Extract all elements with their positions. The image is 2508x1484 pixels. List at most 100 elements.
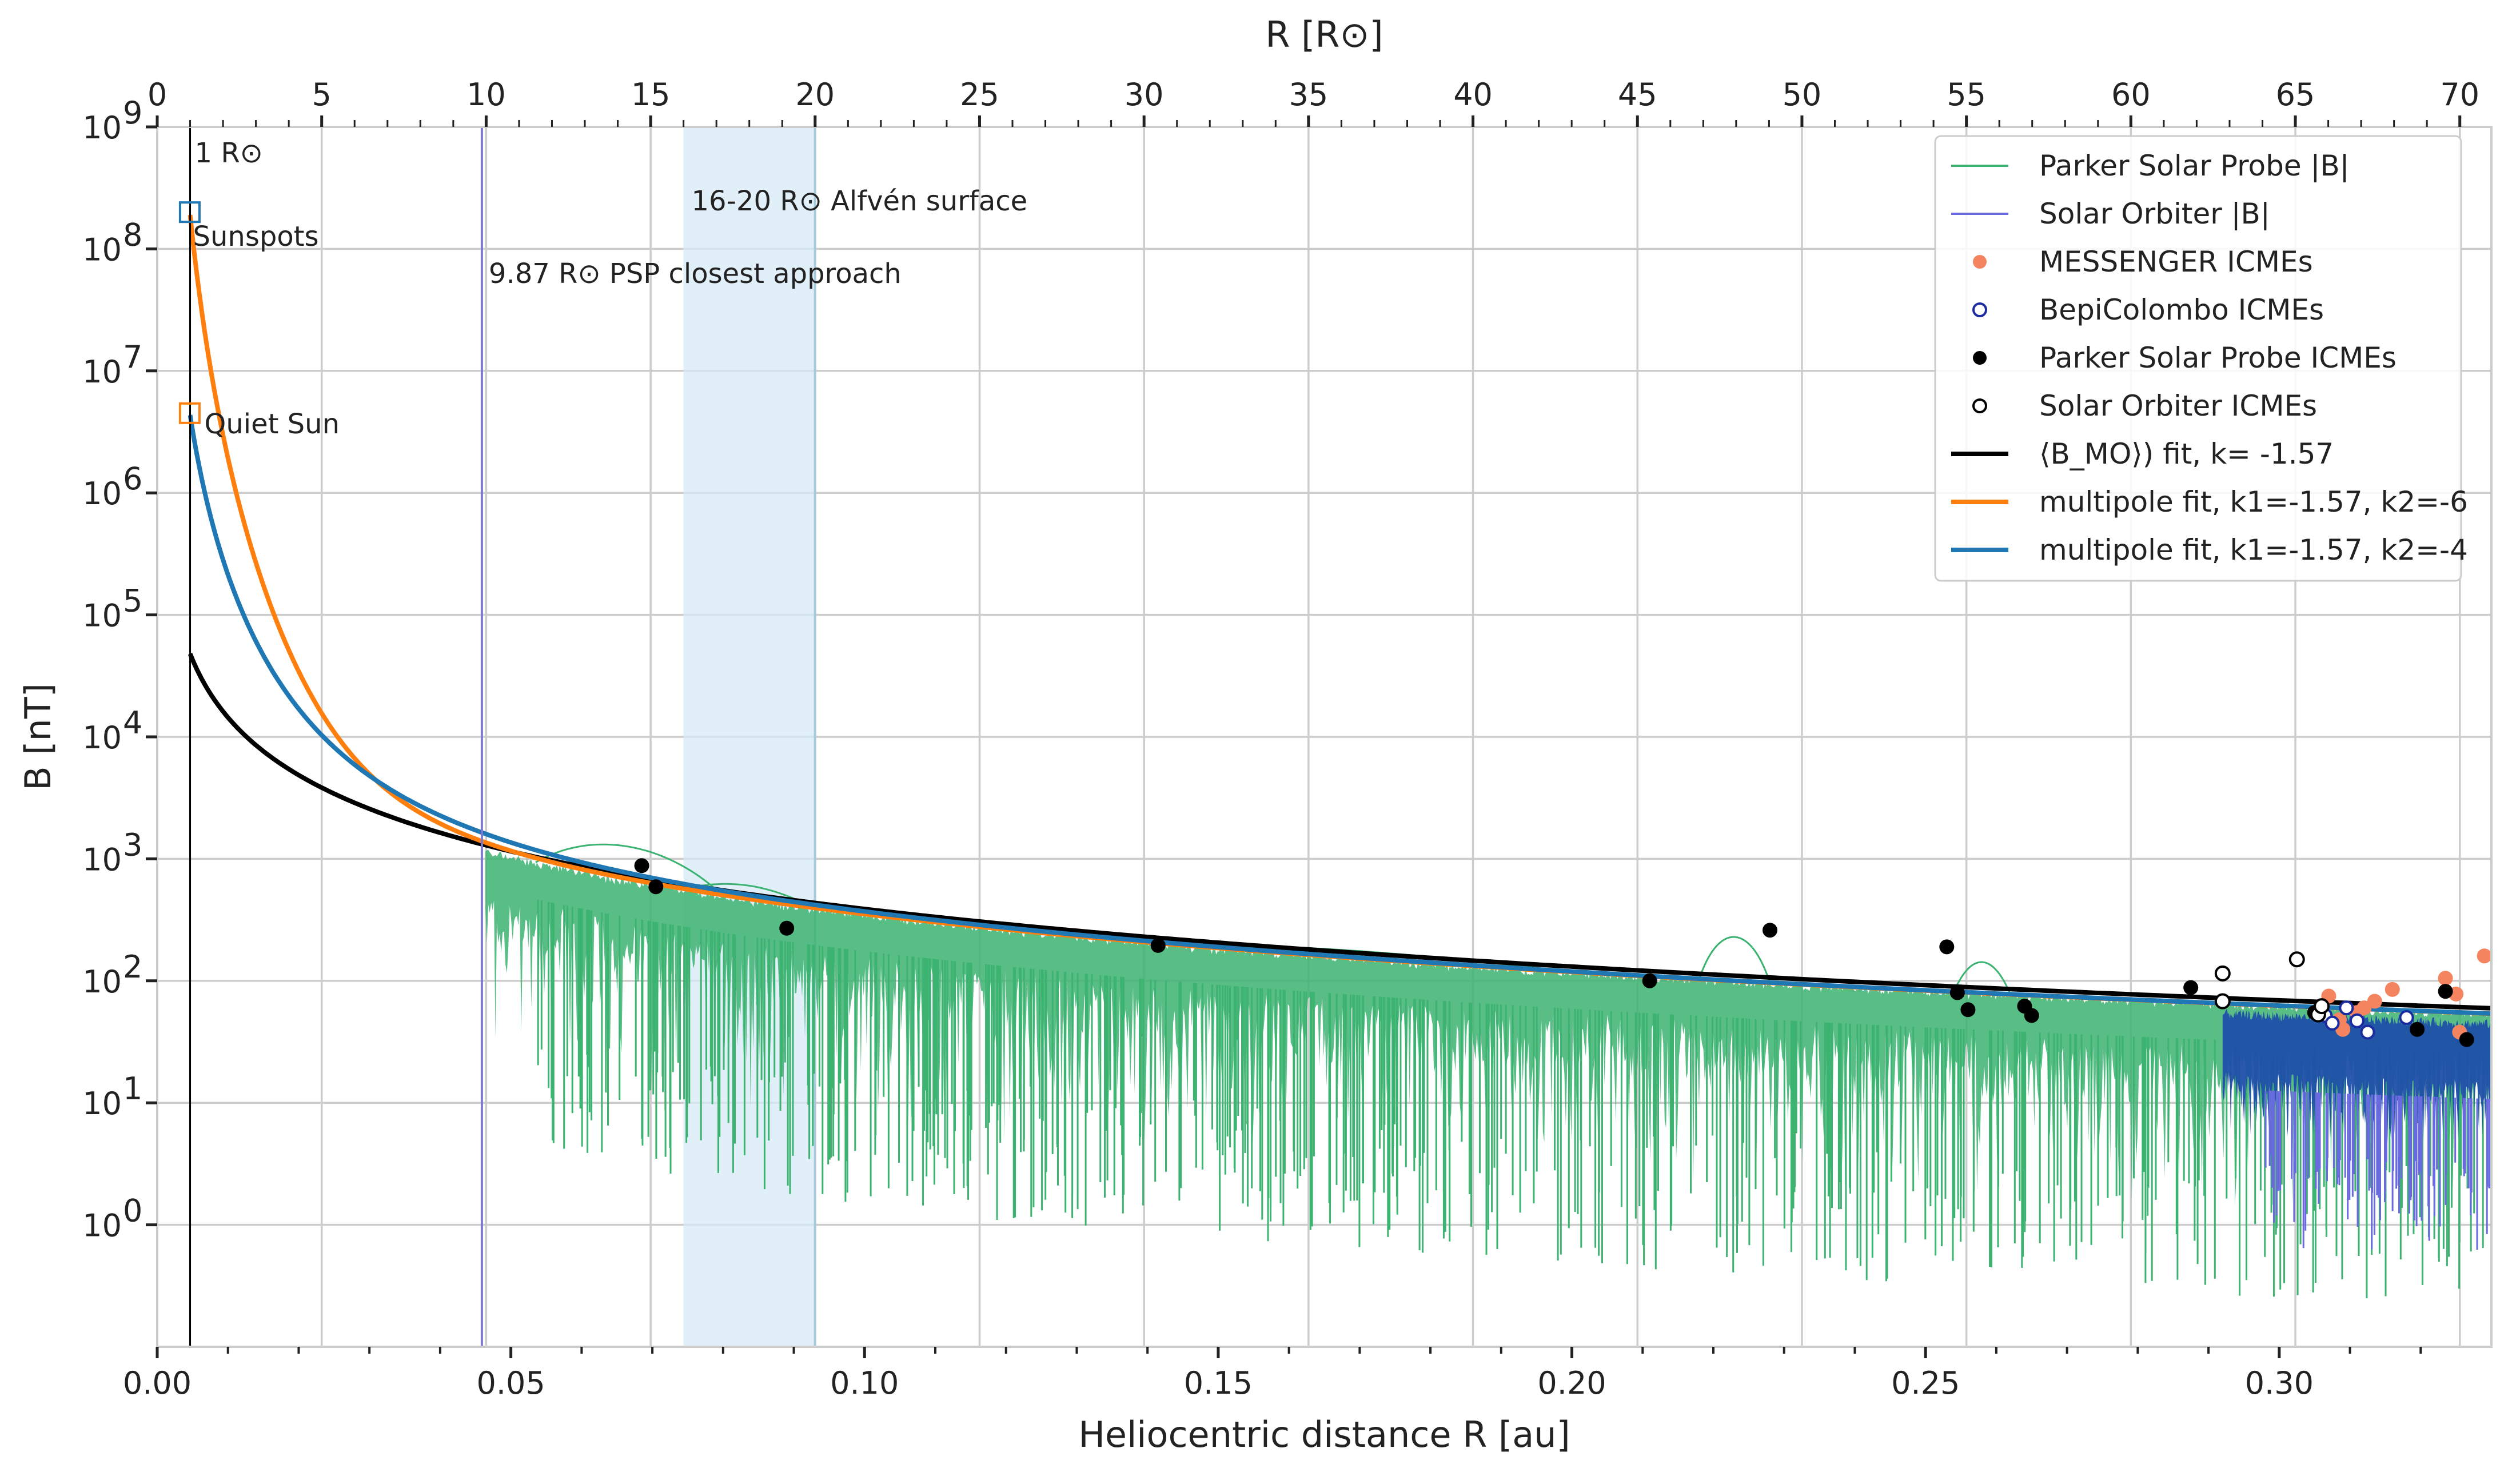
psp-icme-point [648,879,664,895]
y-tick-exponent: 3 [123,827,142,863]
solo-trace-envelope [2222,1009,2491,1144]
y-tick-label: 10 [82,598,122,634]
x-tick-label: 0.05 [477,1365,545,1401]
top-tick-label: 45 [1618,77,1657,113]
top-tick-label: 55 [1947,77,1986,113]
top-tick-label: 20 [795,77,835,113]
fit-curve-multipole-k2-4 [188,413,2492,1016]
y-tick-label: 10 [82,476,122,512]
top-tick-label: 50 [1783,77,1822,113]
psp-icme-point [1949,985,1965,1000]
x-tick-label: 0.30 [2245,1365,2314,1401]
psp-icme-point [1939,939,1955,955]
top-tick-label: 65 [2276,77,2315,113]
legend-label: MESSENGER ICMEs [2039,245,2313,278]
solo-trace-spikes [2264,1090,2490,1250]
y-tick-exponent: 9 [123,95,142,131]
top-tick-label: 40 [1453,77,1493,113]
top-tick-label: 35 [1289,77,1329,113]
bepicolombo-icme-point [2324,1015,2340,1031]
legend-item: multipole fit, k1=-1.57, k2=-6 [1951,485,2468,518]
y-tick-exponent: 6 [123,461,142,497]
legend-item: Solar Orbiter ICMEs [1972,389,2317,422]
y-axis-label: B [nT] [17,683,59,791]
quiet-sun-annotation: Quiet Sun [205,408,340,440]
y-tick-exponent: 4 [123,705,142,741]
legend-label: Solar Orbiter |B| [2039,197,2270,230]
y-tick-label: 10 [82,1208,122,1244]
y-tick-label: 10 [82,841,122,877]
annotation-layer: 1 R⊙ Sunspots Quiet Sun 9.87 R⊙ PSP closest… [193,137,1028,440]
legend-swatch-dot [1973,255,1987,269]
y-tick-label: 10 [82,354,122,390]
legend-label: Solar Orbiter ICMEs [2039,389,2317,422]
fit-layer [188,213,2492,1016]
y-tick-exponent: 8 [123,217,142,253]
x-axis-label: Heliocentric distance R [au] [1078,1414,1570,1455]
psp-icme-point [1642,973,1657,988]
solo-icme-point [2314,998,2330,1015]
top-axis-label: R [R⊙] [1265,14,1383,55]
y-tick-label: 10 [82,964,122,1000]
x-tick-label: 0.15 [1184,1365,1253,1401]
sunspots-marker [178,201,201,224]
axes-layer: 0.00 0.05 0.10 0.15 0.20 0.25 0.300 5 10 15 20 25 30… [82,77,2479,1401]
legend-swatch-ring [1972,398,1987,413]
x-tick-label: 0.20 [1537,1365,1606,1401]
legend-item: ⟨B_MO⟩) fit, k= -1.57 [1951,437,2334,470]
top-tick-label: 60 [2111,77,2151,113]
legend-item: BepiColombo ICMEs [1972,293,2324,326]
alfven-annotation: 16-20 R⊙ Alfvén surface [692,185,1028,217]
legend-item: MESSENGER ICMEs [1973,245,2313,278]
solo-icme-point [2214,993,2231,1010]
legend-item: multipole fit, k1=-1.57, k2=-4 [1951,533,2468,567]
top-tick-label: 25 [960,77,999,113]
reference-layer [178,127,483,1347]
psp-icme-point [2410,1022,2425,1037]
psp-icme-point [634,858,649,873]
y-tick-label: 10 [82,720,122,756]
bepicolombo-icme-point [2399,1010,2414,1026]
bepicolombo-icme-point [2339,1000,2354,1016]
legend-label: BepiColombo ICMEs [2039,293,2324,326]
psp-icme-point [1960,1002,1976,1018]
x-tick-label: 0.00 [123,1365,192,1401]
legend-swatch-dot [1973,351,1987,365]
x-tick-label: 0.10 [830,1365,899,1401]
top-tick-label: 10 [466,77,506,113]
psp-icme-point [1762,923,1777,938]
bepicolombo-icme-point [2349,1013,2365,1028]
messenger-icme-point [2477,948,2492,964]
psp-closest-annotation: 9.87 R⊙ PSP closest approach [489,258,902,290]
fit-curve-bmo [188,652,2492,1011]
legend-item: Parker Solar Probe ICMEs [1973,341,2397,374]
top-tick-label: 15 [631,77,671,113]
top-tick-label: 5 [312,77,332,113]
point-layer [634,858,2492,1047]
legend-item: Parker Solar Probe |B| [1951,149,2350,182]
one-rsun-annotation: 1 R⊙ [195,137,263,169]
y-tick-label: 10 [82,110,122,146]
alfven-band [683,127,815,1347]
psp-icme-point [779,920,795,936]
top-tick-label: 70 [2440,77,2479,113]
y-tick-exponent: 0 [123,1193,142,1229]
y-tick-exponent: 5 [123,583,142,619]
band-layer [683,127,816,1347]
legend-label: Parker Solar Probe ICMEs [2039,341,2397,374]
y-tick-exponent: 1 [123,1071,142,1107]
psp-icme-point [1150,938,1166,953]
sunspots-annotation: Sunspots [193,221,319,253]
legend: Parker Solar Probe |B| Solar Orbiter |B| M… [1934,135,2468,582]
solo-icme-point [2214,965,2231,982]
messenger-icme-point [2438,971,2453,986]
bepicolombo-icme-point [2360,1024,2375,1040]
y-tick-label: 10 [82,232,122,268]
psp-icme-point [2183,980,2199,995]
psp-icme-point [2438,984,2453,999]
psp-icme-point [2024,1008,2039,1023]
legend-swatch-ring [1972,302,1987,317]
trace-layer [485,843,2491,1299]
legend-label: ⟨B_MO⟩) fit, k= -1.57 [2039,437,2334,470]
y-tick-exponent: 7 [123,339,142,375]
